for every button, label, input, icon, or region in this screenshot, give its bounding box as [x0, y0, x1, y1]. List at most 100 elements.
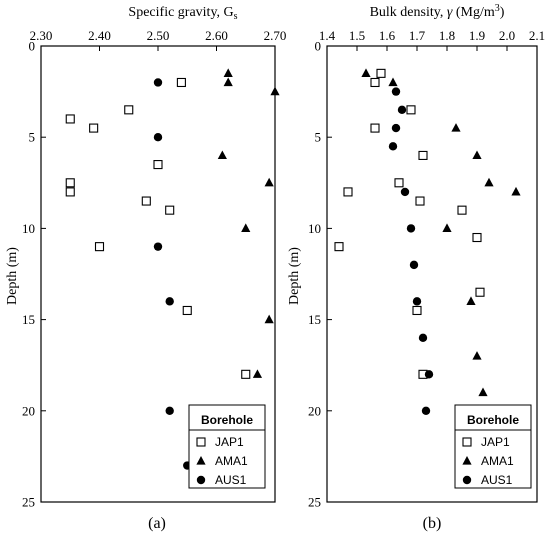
legend-b: Borehole JAP1 AMA1 AUS1 — [454, 404, 532, 489]
legend-label-ama1-b: AMA1 — [481, 454, 514, 468]
point-jap1 — [334, 242, 344, 252]
point-jap1 — [65, 114, 75, 124]
x-tick-label: 1.8 — [439, 28, 455, 43]
point-jap1 — [343, 187, 353, 197]
legend-marker-aus1 — [462, 475, 472, 485]
caption-b: (b) — [423, 515, 442, 532]
y-tick-label: 25 — [22, 495, 35, 510]
y-tick-label: 10 — [22, 221, 35, 236]
point-ama1 — [466, 296, 476, 305]
point-jap1 — [141, 196, 151, 206]
point-jap1 — [182, 305, 192, 316]
y-tick-label: 0 — [29, 39, 36, 54]
point-aus1 — [406, 224, 416, 233]
y-tick-label: 20 — [308, 403, 321, 418]
legend-label-jap1-b: JAP1 — [481, 435, 510, 449]
legend-label-aus1-b: AUS1 — [481, 473, 513, 487]
point-ama1 — [484, 177, 494, 187]
y-tick-label: 15 — [22, 312, 35, 327]
x-tick-label: 1.6 — [379, 28, 396, 43]
y-tick-label: 5 — [29, 130, 36, 145]
point-aus1 — [421, 406, 431, 415]
point-jap1 — [376, 68, 386, 78]
point-aus1 — [165, 297, 174, 306]
legend-marker-jap1 — [196, 437, 206, 447]
point-ama1 — [478, 387, 488, 397]
point-jap1 — [65, 178, 75, 188]
x-tick-label: 2.70 — [264, 28, 287, 43]
legend-a: Borehole JAP1 AMA1 AUS1 — [188, 404, 266, 489]
legend-marker-ama1 — [462, 456, 472, 465]
point-ama1 — [223, 68, 233, 77]
point-jap1 — [394, 178, 404, 188]
marks-a — [65, 68, 280, 470]
legend-label-jap1-a: JAP1 — [215, 435, 244, 449]
point-jap1 — [415, 196, 425, 206]
point-aus1 — [165, 406, 174, 415]
point-jap1 — [176, 77, 186, 88]
x-tick-label: 2.1 — [529, 28, 545, 43]
point-jap1 — [472, 232, 482, 243]
legend-marker-jap1 — [462, 437, 472, 447]
y-axis-label-b: Depth (m) — [287, 247, 302, 305]
point-aus1 — [418, 333, 428, 343]
x-axis-label-a: Specific gravity, Gs — [128, 5, 237, 22]
x-tick-label: 1.9 — [469, 28, 485, 43]
legend-marker-aus1 — [196, 475, 206, 485]
legend-marker-ama1 — [196, 456, 206, 465]
point-aus1 — [388, 142, 398, 151]
point-aus1 — [153, 242, 163, 251]
point-aus1 — [412, 297, 422, 306]
point-jap1 — [165, 205, 175, 215]
panel-a: Specific gravity, Gs Depth (m) 2.30 2.40 2… — [5, 5, 286, 532]
x-tick-label: 2.40 — [88, 28, 111, 43]
y-axis-label-a: Depth (m) — [5, 247, 20, 305]
x-tick-label: 2.60 — [205, 28, 228, 43]
caption-a: (a) — [148, 515, 166, 532]
point-ama1 — [388, 77, 398, 87]
point-jap1 — [241, 369, 251, 379]
point-aus1 — [397, 105, 407, 115]
ticks-b: 1.4 1.5 1.6 1.7 1.8 1.9 2.0 2.1 0 5 10 15 20 25 — [308, 28, 545, 510]
point-ama1 — [270, 86, 280, 96]
point-jap1 — [457, 205, 467, 215]
x-tick-label: 2.50 — [147, 28, 170, 43]
point-aus1 — [153, 78, 163, 87]
point-ama1 — [252, 369, 263, 378]
x-tick-label: 2.30 — [30, 28, 53, 43]
point-jap1 — [475, 287, 485, 297]
x-axis-label-b: Bulk density, γ (Mg/m3) — [370, 3, 505, 20]
point-jap1 — [65, 187, 75, 197]
ticks-a: 2.30 2.40 2.50 2.60 2.70 0 5 10 15 20 25 — [22, 28, 286, 510]
point-jap1 — [370, 123, 380, 133]
x-tick-label: 1.5 — [349, 28, 365, 43]
point-ama1 — [264, 177, 274, 187]
panel-b: Bulk density, γ (Mg/m3) Depth (m) 1.4 1.5… — [287, 3, 545, 532]
point-jap1 — [418, 150, 428, 160]
point-ama1 — [511, 186, 521, 196]
point-jap1 — [406, 105, 416, 115]
point-ama1 — [472, 150, 482, 160]
marks-b — [334, 68, 521, 415]
legend-title-b: Borehole — [467, 413, 519, 427]
point-aus1 — [153, 133, 163, 142]
point-ama1 — [217, 150, 227, 160]
point-ama1 — [361, 68, 371, 77]
point-aus1 — [391, 87, 401, 96]
point-jap1 — [124, 105, 134, 115]
point-jap1 — [412, 305, 422, 316]
y-tick-label: 15 — [308, 312, 321, 327]
legend-label-aus1-a: AUS1 — [215, 473, 247, 487]
point-jap1 — [370, 77, 380, 88]
y-tick-label: 25 — [308, 495, 321, 510]
point-ama1 — [442, 223, 452, 232]
point-jap1 — [94, 242, 105, 252]
y-tick-label: 5 — [315, 130, 322, 145]
x-tick-label: 1.4 — [319, 28, 336, 43]
point-ama1 — [241, 223, 251, 232]
point-jap1 — [153, 160, 163, 170]
point-ama1 — [223, 77, 233, 87]
legend-box-b — [454, 404, 532, 489]
point-aus1 — [409, 260, 419, 270]
